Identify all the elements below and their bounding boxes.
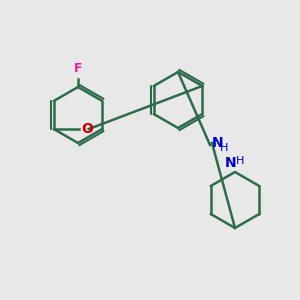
Text: N: N (225, 156, 237, 170)
Text: O: O (81, 122, 93, 136)
Text: N: N (212, 136, 224, 150)
Text: H: H (236, 156, 244, 166)
Text: H: H (220, 143, 228, 153)
Text: F: F (74, 62, 82, 75)
